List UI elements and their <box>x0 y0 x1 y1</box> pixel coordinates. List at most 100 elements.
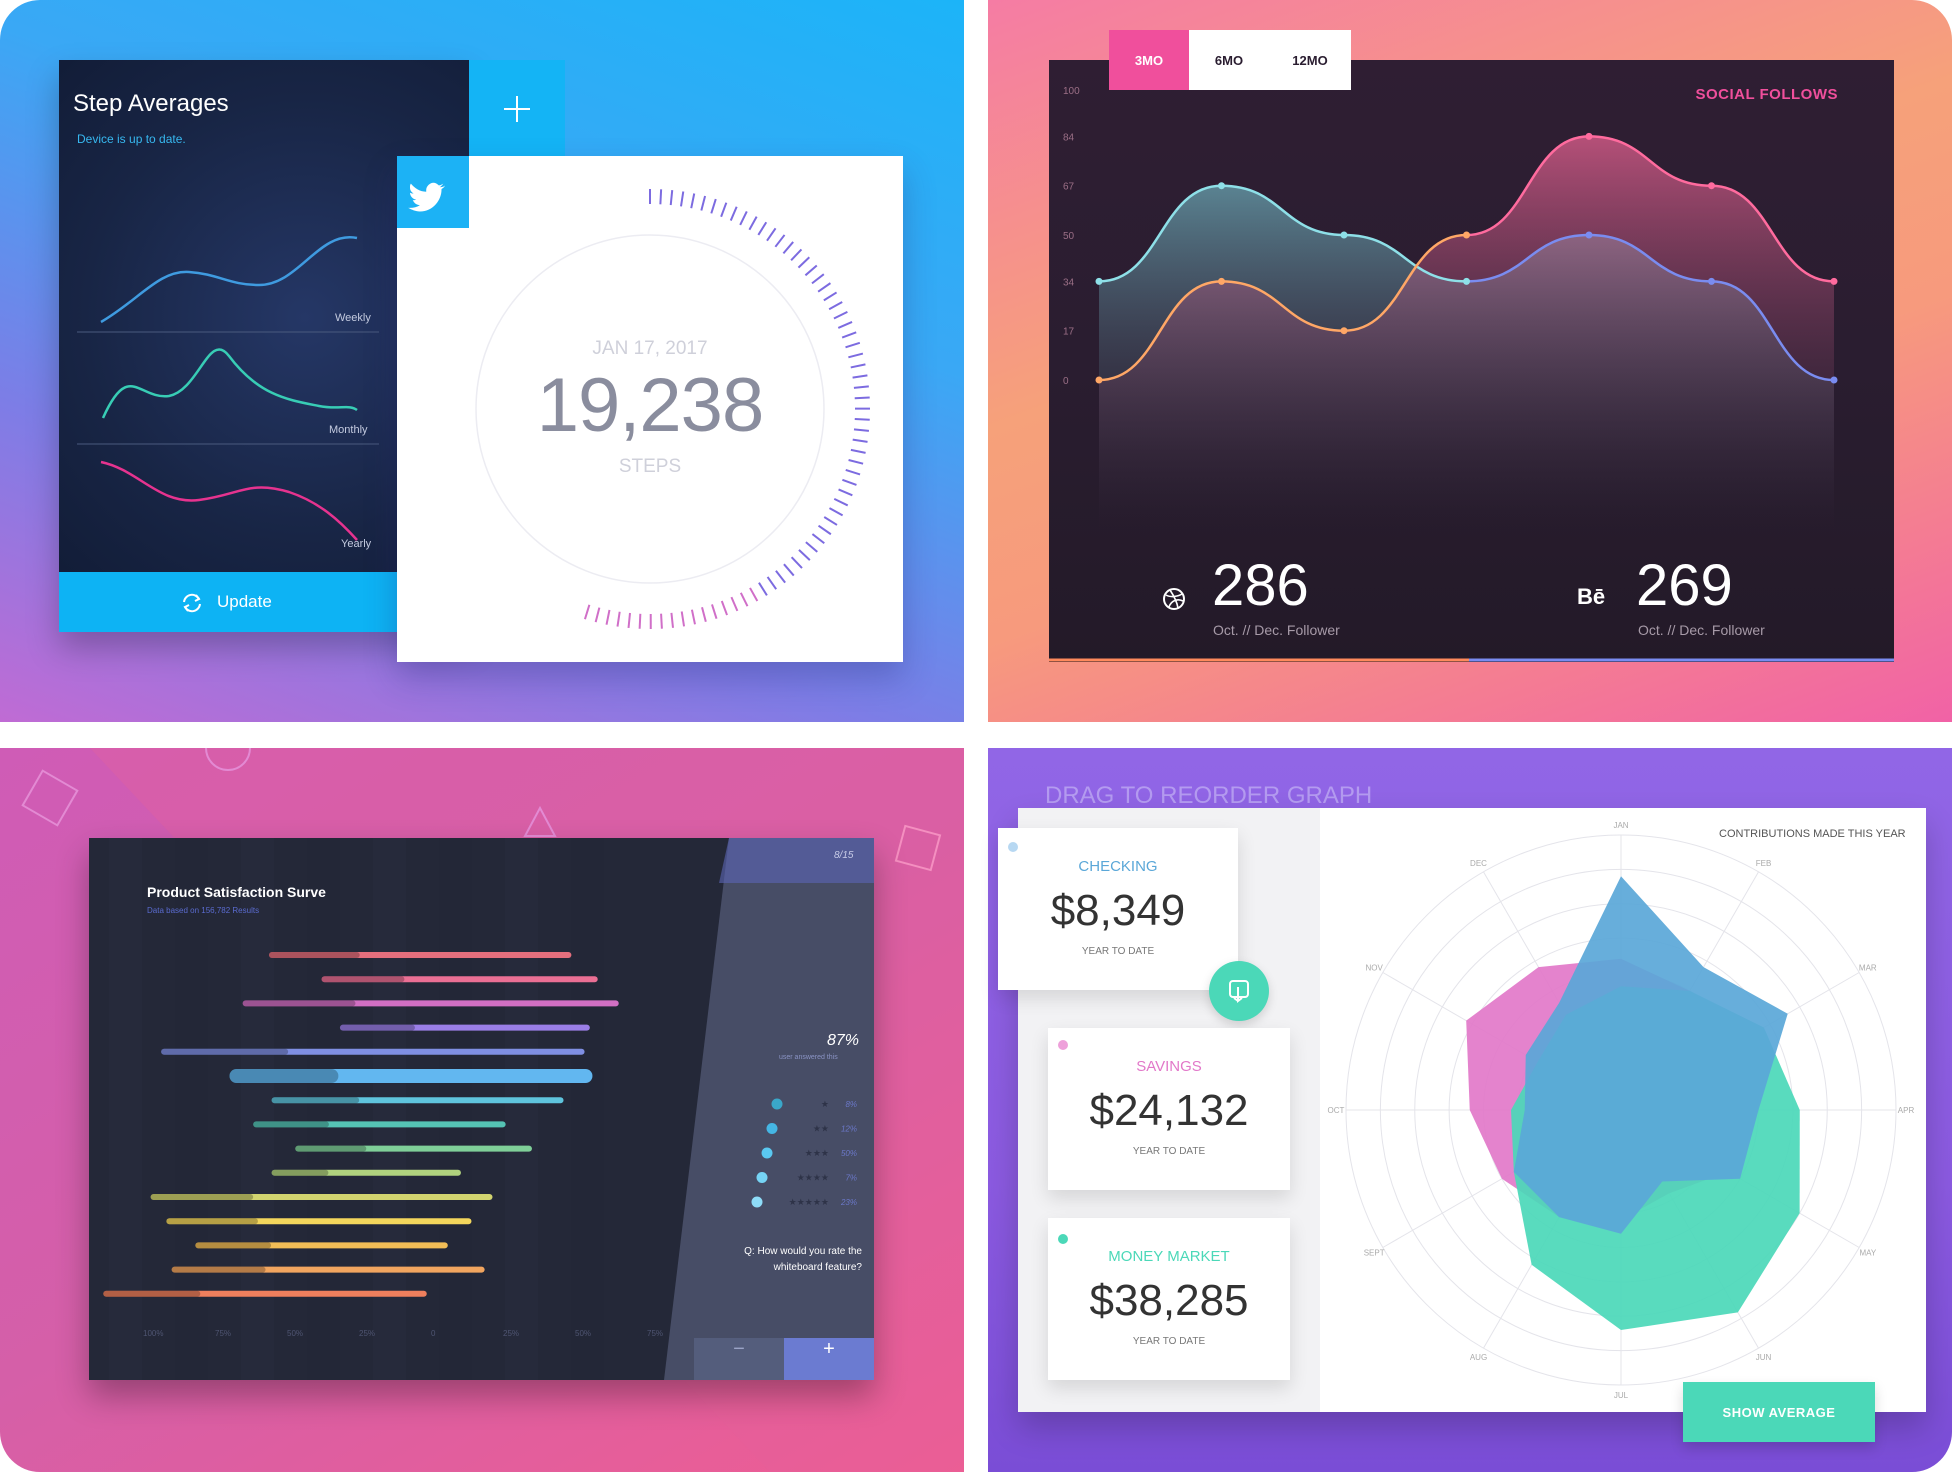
rating-stars: ★★★ <box>805 1149 829 1159</box>
checking-card[interactable]: CHECKING $8,349 YEAR TO DATE <box>998 828 1238 990</box>
survey-bar <box>161 1048 585 1055</box>
money-market-card[interactable]: MONEY MARKET $38,285 YEAR TO DATE <box>1048 1218 1290 1380</box>
radar-chart: JAN FEB MAR APR MAY JUN JUL AUG SEPT OCT NOV DEC <box>1328 821 1915 1400</box>
gauge-tick <box>805 541 818 553</box>
touch-icon <box>1229 980 1249 1003</box>
dribbble-point <box>1708 277 1715 285</box>
savings-sub: YEAR TO DATE <box>1132 1146 1206 1157</box>
previous-button[interactable]: − <box>733 1338 745 1360</box>
dribbble-caption: Oct. // Dec. Follower <box>1213 622 1340 638</box>
behance-point <box>1585 132 1593 140</box>
radar-axis-label: MAR <box>1859 964 1877 973</box>
yearly-label: Yearly <box>341 538 372 550</box>
gauge-tick <box>757 221 768 236</box>
rating-dot <box>756 1172 768 1183</box>
survey-bar <box>103 1290 427 1297</box>
grid-column <box>175 838 208 1380</box>
behance-point <box>1340 327 1348 335</box>
grid-column <box>571 838 604 1380</box>
behance-value: 269 <box>1636 553 1733 618</box>
monthly-line <box>101 348 358 419</box>
y-tick-label: 17 <box>1063 327 1075 338</box>
behance-point <box>1463 231 1470 239</box>
refresh-icon <box>179 590 205 616</box>
gauge-tick <box>798 549 811 561</box>
radar-axis-label: MAY <box>1859 1249 1876 1258</box>
dribbble-point <box>1585 231 1593 239</box>
gauge-tick <box>775 570 786 584</box>
survey-bar <box>229 1069 593 1083</box>
dribbble-point <box>1830 376 1838 384</box>
survey-bar-shade <box>150 1194 254 1200</box>
survey-bar <box>166 1218 472 1225</box>
gauge-tick <box>833 310 848 320</box>
add-button[interactable] <box>469 60 565 156</box>
axis-tick-label: 0 <box>431 1329 436 1338</box>
grid-column <box>505 838 538 1380</box>
gauge-tick <box>690 193 696 209</box>
survey-bar-shade <box>339 1024 415 1031</box>
twitter-button[interactable] <box>397 156 469 228</box>
dribbble-point <box>1463 277 1470 285</box>
survey-question: Q: How would you rate the whiteboard fea… <box>744 1246 862 1273</box>
period-tabs: 3MO 6MO 12MO <box>1109 30 1351 90</box>
next-button[interactable]: + <box>823 1338 835 1360</box>
rating-percent: 50% <box>841 1149 857 1158</box>
gauge-tick <box>748 216 758 231</box>
drag-handle-button[interactable] <box>1209 961 1269 1021</box>
y-tick-label: 34 <box>1063 277 1075 288</box>
gauge-tick <box>848 352 864 359</box>
axis-tick-label: 75% <box>647 1329 663 1338</box>
gauge-tick <box>852 438 868 443</box>
gauge-tick <box>782 241 794 255</box>
gauge-tick <box>605 609 611 625</box>
gauge-tick <box>850 448 866 454</box>
steps-value: 19,238 <box>536 363 764 448</box>
survey-bar-shade <box>295 1145 367 1152</box>
social-chart: 0 17 34 50 67 84 100 <box>1049 86 1894 662</box>
tab-3mo[interactable]: 3MO <box>1109 30 1189 90</box>
axis-tick-label: 25% <box>359 1329 375 1338</box>
steps-card: JAN 17, 2017 19,238 STEPS <box>397 156 903 662</box>
gauge-tick <box>660 613 663 629</box>
weekly-line <box>100 235 358 324</box>
gauge-tick <box>852 374 868 379</box>
survey-chart: 100% 75% 50% 25% 0 25% 50% 75% ★ 8% ★★ 12% ★★★ 50% ★★… <box>103 838 874 1380</box>
savings-card[interactable]: SAVINGS $24,132 YEAR TO DATE <box>1048 1028 1290 1190</box>
tab-12mo[interactable]: 12MO <box>1292 52 1328 68</box>
gauge-tick <box>853 385 869 389</box>
gauge-tick <box>659 189 663 205</box>
gauge-tick <box>837 321 853 329</box>
checking-dot <box>1008 842 1018 852</box>
survey-bar <box>150 1194 493 1200</box>
grid-column <box>109 838 142 1380</box>
gauge-tick <box>729 206 738 221</box>
y-tick-label: 100 <box>1063 86 1080 97</box>
gauge-tick <box>670 612 674 628</box>
axis-tick-label: 100% <box>143 1329 163 1338</box>
tab-6mo[interactable]: 6MO <box>1214 52 1244 68</box>
survey-bar-shade <box>271 1097 360 1104</box>
show-average-button[interactable]: SHOW AVERAGE <box>1683 1382 1875 1442</box>
radar-axis-label: OCT <box>1328 1106 1345 1115</box>
gauge-tick <box>583 604 591 620</box>
survey-bar-shade <box>229 1069 339 1083</box>
radar-axis-label: JAN <box>1613 821 1628 830</box>
survey-bar-shade <box>171 1266 266 1273</box>
dribbble-point <box>1218 182 1225 190</box>
behance-point <box>1830 277 1838 285</box>
rating-percent: 8% <box>845 1100 857 1109</box>
card-title: Step Averages <box>73 90 229 117</box>
steps-gauge <box>475 189 871 630</box>
gauge-tick <box>739 592 749 607</box>
radar-axis-label: FEB <box>1756 859 1772 868</box>
checking-sub: YEAR TO DATE <box>1081 946 1155 957</box>
gauge-tick <box>817 282 832 293</box>
gauge-tick <box>627 612 631 629</box>
gauge-tick <box>783 563 795 577</box>
savings-value: $24,132 <box>1089 1086 1249 1135</box>
survey-percent-note: user answered this <box>779 1054 838 1061</box>
survey-bar <box>242 1000 619 1007</box>
rating-percent: 7% <box>845 1174 857 1183</box>
gauge-tick <box>828 507 844 517</box>
